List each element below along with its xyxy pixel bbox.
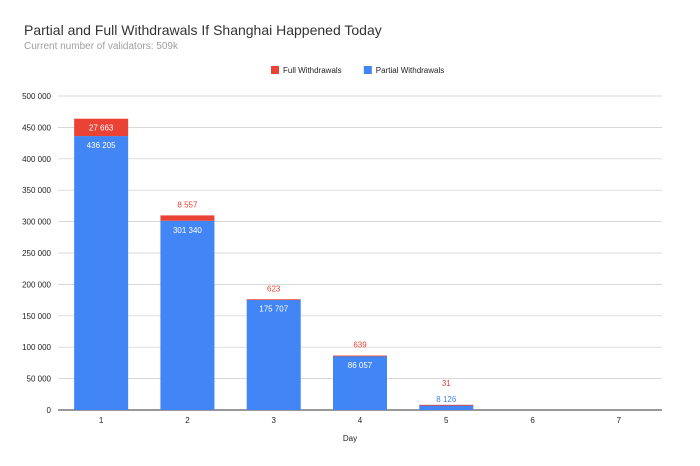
data-label-full: 8 557 bbox=[177, 200, 198, 209]
y-tick-label: 200 000 bbox=[22, 280, 51, 289]
bar-partial-withdrawals bbox=[160, 220, 215, 410]
bar-partial-withdrawals bbox=[419, 404, 474, 410]
bar-partial-withdrawals bbox=[246, 299, 301, 410]
legend-swatch bbox=[363, 66, 372, 74]
x-tick-label: 3 bbox=[271, 416, 276, 425]
data-label-partial: 175 707 bbox=[259, 305, 288, 314]
x-tick-label: 6 bbox=[530, 416, 535, 425]
data-label-partial: 8 126 bbox=[436, 395, 457, 404]
y-tick-label: 0 bbox=[47, 406, 52, 415]
bar-full-withdrawals bbox=[74, 118, 129, 137]
data-label-partial: 301 340 bbox=[173, 226, 202, 235]
legend-swatch bbox=[271, 66, 279, 74]
y-tick-label: 150 000 bbox=[22, 312, 51, 321]
chart-title: Partial and Full Withdrawals If Shanghai… bbox=[24, 22, 382, 38]
x-tick-label: 7 bbox=[617, 416, 622, 425]
x-axis-title: Day bbox=[343, 434, 357, 443]
bar-full-withdrawals bbox=[160, 215, 215, 221]
bar-full-withdrawals bbox=[333, 355, 387, 357]
bar-full-withdrawals bbox=[419, 404, 474, 406]
bar-full-withdrawals bbox=[246, 299, 301, 301]
data-label-partial: 86 057 bbox=[348, 361, 373, 370]
data-label-full: 31 bbox=[442, 379, 451, 388]
y-tick-label: 300 000 bbox=[22, 218, 51, 227]
data-label-partial: 436 205 bbox=[87, 141, 116, 150]
y-tick-label: 250 000 bbox=[22, 249, 51, 258]
y-tick-label: 400 000 bbox=[22, 155, 51, 164]
y-tick-label: 450 000 bbox=[22, 123, 51, 132]
y-tick-label: 500 000 bbox=[22, 92, 51, 101]
x-tick-label: 5 bbox=[444, 416, 449, 425]
bar-partial-withdrawals bbox=[74, 136, 129, 410]
legend-label: Full Withdrawals bbox=[283, 66, 342, 75]
data-label-full: 27 663 bbox=[89, 123, 114, 132]
y-tick-label: 50 000 bbox=[27, 375, 52, 384]
x-tick-label: 4 bbox=[358, 416, 363, 425]
chart-subtitle: Current number of validators: 509k bbox=[24, 41, 178, 52]
data-label-full: 623 bbox=[267, 284, 281, 293]
y-tick-label: 350 000 bbox=[22, 186, 51, 195]
legend-label: Partial Withdrawals bbox=[376, 66, 444, 75]
x-tick-label: 2 bbox=[185, 416, 190, 425]
y-tick-label: 100 000 bbox=[22, 343, 51, 352]
bar-partial-withdrawals bbox=[333, 355, 387, 410]
x-tick-label: 1 bbox=[99, 416, 104, 425]
data-label-full: 639 bbox=[353, 341, 367, 350]
